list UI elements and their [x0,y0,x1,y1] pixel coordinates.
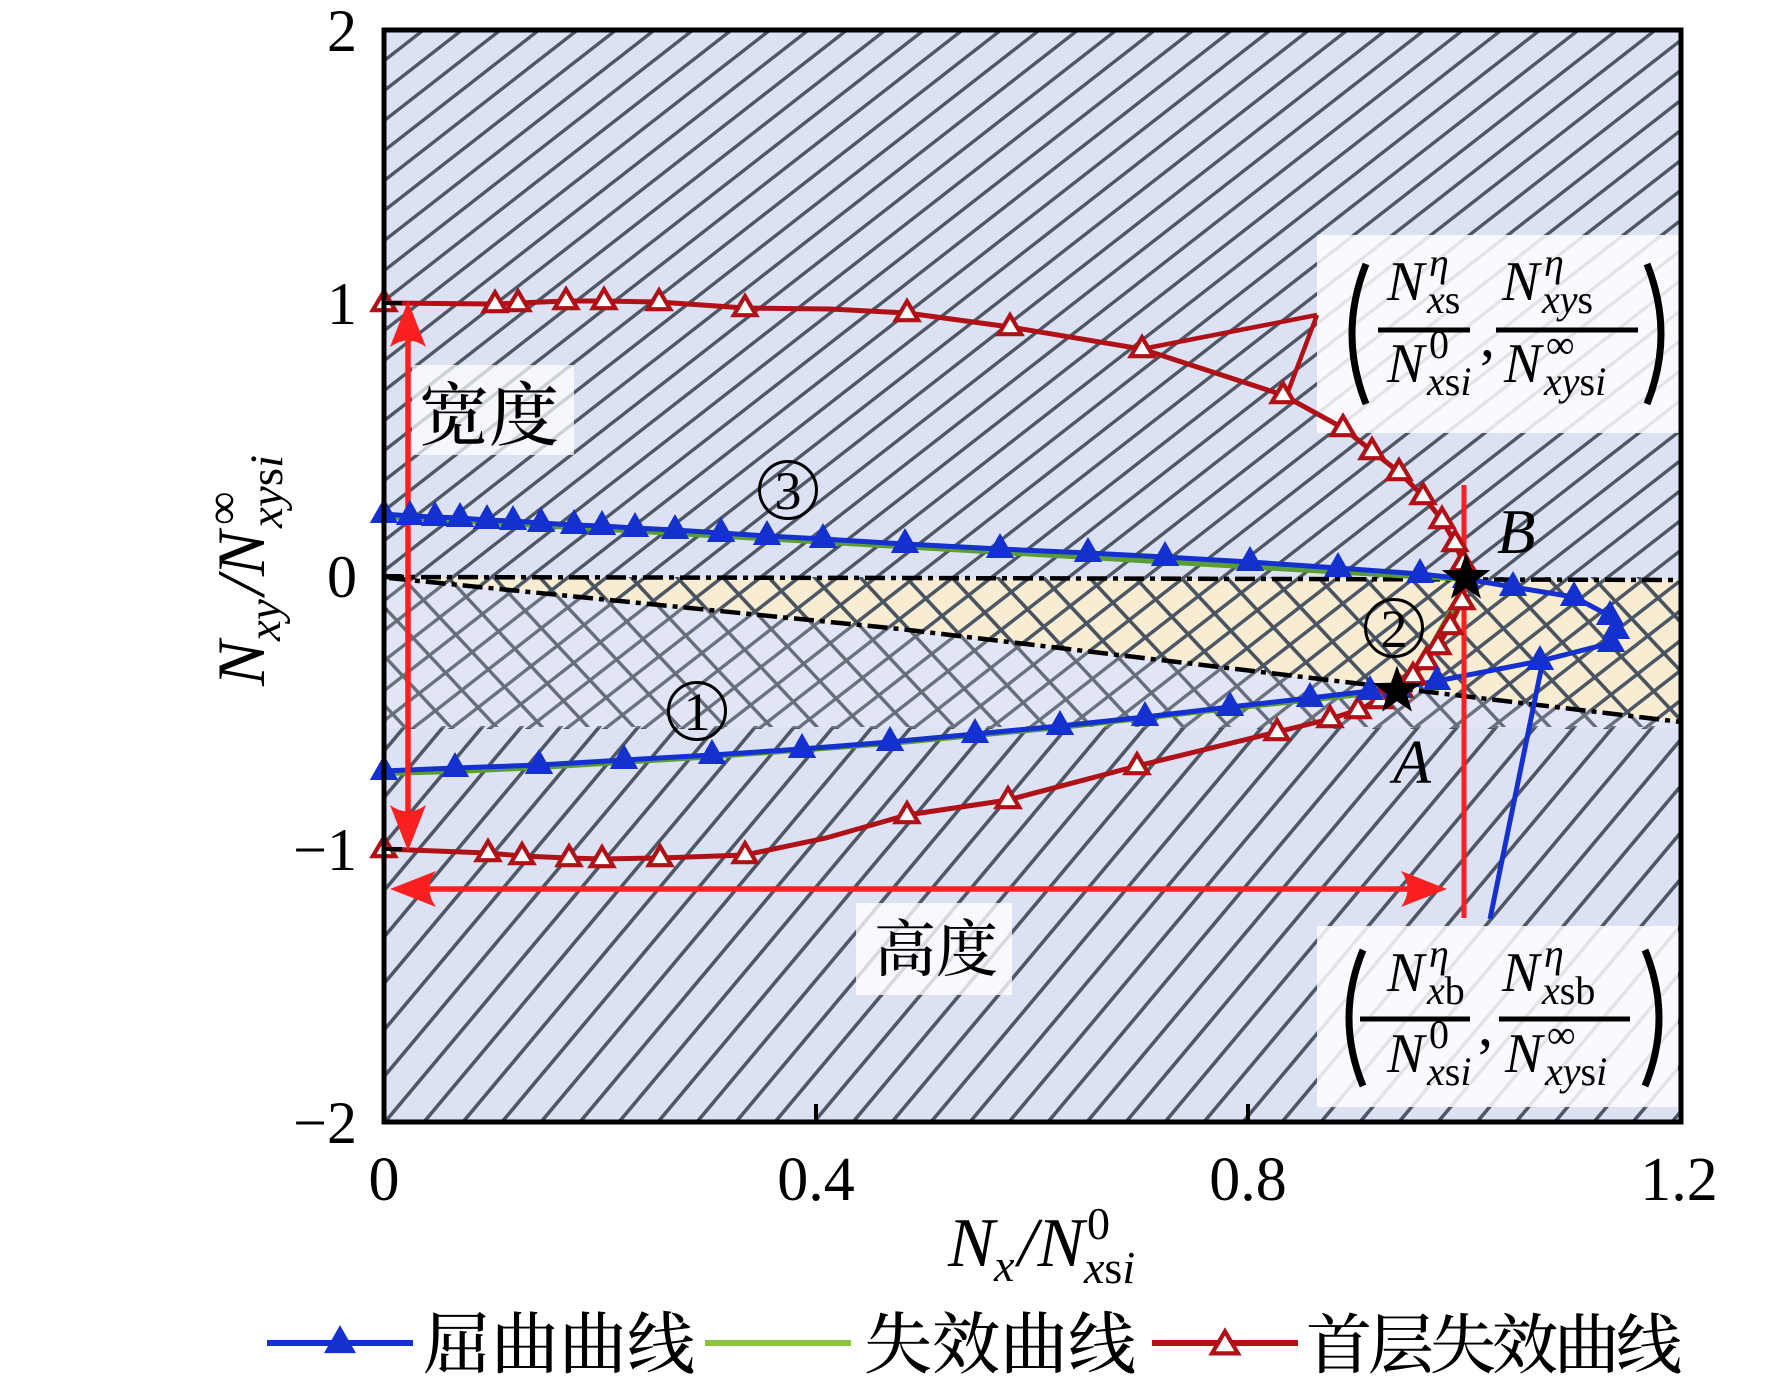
svg-text:0.8: 0.8 [1209,1146,1287,1214]
svg-text:1.2: 1.2 [1640,1146,1718,1214]
svg-text:N: N [203,637,279,687]
svg-text:0: 0 [327,544,357,610]
svg-text:0.4: 0.4 [777,1146,855,1214]
svg-text:0: 0 [369,1146,400,1214]
svg-text:xsi: xsi [1426,359,1471,404]
svg-text:0: 0 [1429,322,1449,367]
svg-text:N: N [947,1205,998,1282]
svg-text:η: η [1429,931,1449,976]
svg-text:2: 2 [327,0,357,64]
svg-text:B: B [1497,497,1535,567]
svg-text:,: , [1480,303,1495,369]
svg-text:xys: xys [1541,277,1593,322]
svg-text:xsi: xsi [1426,1049,1471,1094]
svg-text:∞: ∞ [1546,322,1575,367]
svg-text:η: η [1544,240,1564,285]
svg-text:−1: −1 [293,817,357,883]
svg-text:1: 1 [684,682,711,742]
svg-text:xy: xy [239,599,291,642]
svg-text:N: N [1386,1023,1427,1085]
svg-text:N: N [1504,1023,1545,1085]
svg-text:xysi: xysi [1543,359,1606,404]
svg-text:x: x [993,1240,1015,1291]
svg-text:/N: /N [203,527,279,599]
svg-text:−2: −2 [293,1090,357,1156]
svg-text:η: η [1429,240,1449,285]
svg-text:3: 3 [775,461,802,521]
svg-text:A: A [1389,729,1432,797]
svg-text:xsi: xsi [1083,1242,1135,1293]
svg-text:N: N [1501,942,1542,1004]
svg-text:N: N [1386,942,1427,1004]
svg-text:∞: ∞ [1547,1012,1576,1057]
svg-text:,: , [1478,992,1493,1058]
svg-text:N: N [1501,251,1542,313]
svg-text:N: N [1386,251,1427,313]
svg-text:1: 1 [327,271,357,337]
svg-text:N: N [1386,333,1427,395]
svg-text:xb: xb [1426,968,1465,1013]
svg-text:N: N [1503,333,1544,395]
svg-text:xs: xs [1426,277,1460,322]
svg-text:xysi: xysi [1544,1049,1607,1094]
svg-text:/N: /N [1014,1205,1087,1282]
svg-text:0: 0 [1429,1012,1449,1057]
svg-text:η: η [1544,931,1564,976]
svg-text:xysi: xysi [241,455,293,529]
svg-text:∞: ∞ [197,491,249,525]
svg-text:0: 0 [1087,1198,1110,1249]
svg-text:2: 2 [1381,599,1408,659]
svg-text:xsb: xsb [1541,968,1595,1013]
